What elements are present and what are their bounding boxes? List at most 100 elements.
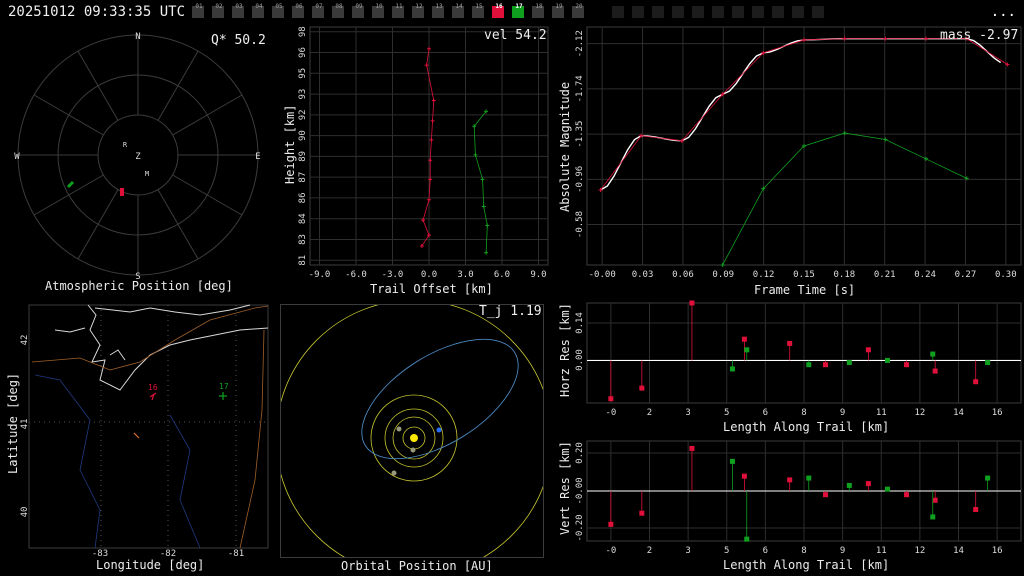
map-xlabel: Longitude [deg] xyxy=(96,558,205,572)
y-tick-label: 84 xyxy=(298,213,308,224)
camera-chip-18[interactable]: 18 xyxy=(532,3,544,18)
hres-ylabel: Horz Res [km] xyxy=(558,303,572,397)
y-tick-label: 95 xyxy=(298,68,308,79)
series-17-point xyxy=(883,137,888,142)
x-tick-label: 9 xyxy=(840,408,845,418)
camera-chip-16[interactable]: 16 xyxy=(492,3,504,18)
x-tick-label: -9.0 xyxy=(309,270,331,280)
camera-chip-03[interactable]: 03 xyxy=(232,3,244,18)
series-17-point xyxy=(802,144,806,148)
camera-chip-01[interactable]: 01 xyxy=(192,3,204,18)
series-17-point xyxy=(484,109,489,114)
series-16-point xyxy=(639,133,644,138)
series-17-point xyxy=(884,486,890,492)
x-tick-label: 0.21 xyxy=(874,270,896,280)
x-tick-label: 14 xyxy=(953,546,964,556)
q-star-readout: Q* 50.2 xyxy=(211,33,266,48)
compass-n: N xyxy=(135,32,140,42)
series-17-point xyxy=(806,475,812,481)
azimuth-spoke xyxy=(172,174,243,216)
empty-chip xyxy=(812,6,824,18)
series-17-point xyxy=(930,351,936,357)
series-16-point xyxy=(904,362,910,368)
y-tick-label: 96 xyxy=(298,47,308,58)
series-16-point xyxy=(608,396,614,402)
series-17-point xyxy=(924,156,929,161)
camera-chip-04[interactable]: 04 xyxy=(252,3,264,18)
series-17-point xyxy=(744,536,750,542)
azimuth-spoke xyxy=(33,174,104,216)
x-tick-label: 12 xyxy=(914,408,925,418)
camera-chip-15[interactable]: 15 xyxy=(472,3,484,18)
series-16-point xyxy=(720,92,725,97)
orbit-plot xyxy=(280,304,544,558)
x-tick-label: 0.06 xyxy=(672,270,694,280)
series-17-point xyxy=(480,177,485,182)
camera-chip-07[interactable]: 07 xyxy=(312,3,324,18)
sky-plot: N S E W Z R M xyxy=(14,32,260,282)
state-border xyxy=(31,305,269,371)
meteoroid-orbit xyxy=(361,338,519,460)
y-tick-label: -1.35 xyxy=(575,121,585,148)
y-tick-label: 98 xyxy=(298,26,308,37)
y-tick-label: 87 xyxy=(298,172,308,183)
series-16-point xyxy=(428,177,433,182)
x-tick-label: 0.30 xyxy=(995,270,1017,280)
camera-chip-11[interactable]: 11 xyxy=(392,3,404,18)
series-16-point xyxy=(904,492,910,498)
camera-chip-13[interactable]: 13 xyxy=(432,3,444,18)
empty-chip xyxy=(732,6,744,18)
y-tick-label: 89 xyxy=(298,151,308,162)
azimuth-spoke xyxy=(77,50,119,121)
x-tick-label: -0.00 xyxy=(589,270,616,280)
menu-button[interactable]: ... xyxy=(990,4,1016,20)
site-16-marker xyxy=(149,392,157,401)
shoreline xyxy=(54,304,269,391)
y-tick-label: 0.20 xyxy=(575,442,585,464)
x-tick-label: 0.18 xyxy=(834,270,856,280)
series-16-point xyxy=(427,233,431,238)
x-tick-label: 0.03 xyxy=(632,270,654,280)
camera-chip-09[interactable]: 09 xyxy=(352,3,364,18)
site-16-label: 16 xyxy=(148,383,158,392)
camera-chip-02[interactable]: 02 xyxy=(212,3,224,18)
y-tick-label: -0.58 xyxy=(575,211,585,238)
x-tick-label: 0.09 xyxy=(712,270,734,280)
camera-chip-08[interactable]: 08 xyxy=(332,3,344,18)
x-tick-label: 16 xyxy=(992,408,1003,418)
camera-chip-20[interactable]: 20 xyxy=(572,3,584,18)
trail-plot: -9.0 -6.0 -3.0 0.0 3.0 6.0 9.0 98 96 95 93 92 90 89 87… xyxy=(298,26,549,280)
camera-chip-05[interactable]: 05 xyxy=(272,3,284,18)
camera-chip-12[interactable]: 12 xyxy=(412,3,424,18)
mag-ylabel: Absolute Magnitude xyxy=(558,81,572,212)
series-16-point xyxy=(424,63,429,68)
x-tick-label: 0.24 xyxy=(914,270,936,280)
svg-text:-82: -82 xyxy=(160,549,176,559)
camera-chip-17[interactable]: 17 xyxy=(512,3,524,18)
azimuth-spoke xyxy=(157,50,199,121)
series-16-point xyxy=(428,158,433,163)
camera-chip-06[interactable]: 06 xyxy=(292,3,304,18)
series-16-point xyxy=(865,347,871,353)
sun xyxy=(410,434,418,442)
y-tick-label: 90 xyxy=(298,130,308,141)
camera-chip-14[interactable]: 14 xyxy=(452,3,464,18)
series-16-point xyxy=(430,118,435,123)
empty-chip xyxy=(672,6,684,18)
compass-e: E xyxy=(255,152,260,162)
hres-xlabel: Length Along Trail [km] xyxy=(723,420,890,434)
vert-res-plot: -0 2 3 5 6 8 9 11 12 14 16 0.20 -0.00 -0.20 xyxy=(575,440,1022,556)
series-17-point xyxy=(846,482,852,488)
series-17-point xyxy=(964,176,969,181)
camera-chip-19[interactable]: 19 xyxy=(552,3,564,18)
y-tick-label: 93 xyxy=(298,89,308,100)
x-tick-label: 6 xyxy=(763,408,768,418)
series-16-point xyxy=(419,243,424,248)
tj-readout: T_j 1.19 xyxy=(479,304,542,319)
camera-chip-10[interactable]: 10 xyxy=(372,3,384,18)
y-tick-label: -1.74 xyxy=(575,75,585,102)
x-tick-label: 8 xyxy=(801,546,806,556)
zenith-label: Z xyxy=(135,152,141,162)
planet-b xyxy=(410,447,416,453)
y-tick-label: 83 xyxy=(298,234,308,245)
